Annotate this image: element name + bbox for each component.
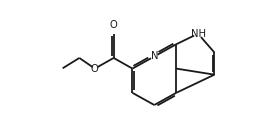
Text: NH: NH <box>190 29 205 39</box>
Text: O: O <box>110 20 118 30</box>
Text: N: N <box>151 51 158 62</box>
Text: O: O <box>91 64 99 74</box>
